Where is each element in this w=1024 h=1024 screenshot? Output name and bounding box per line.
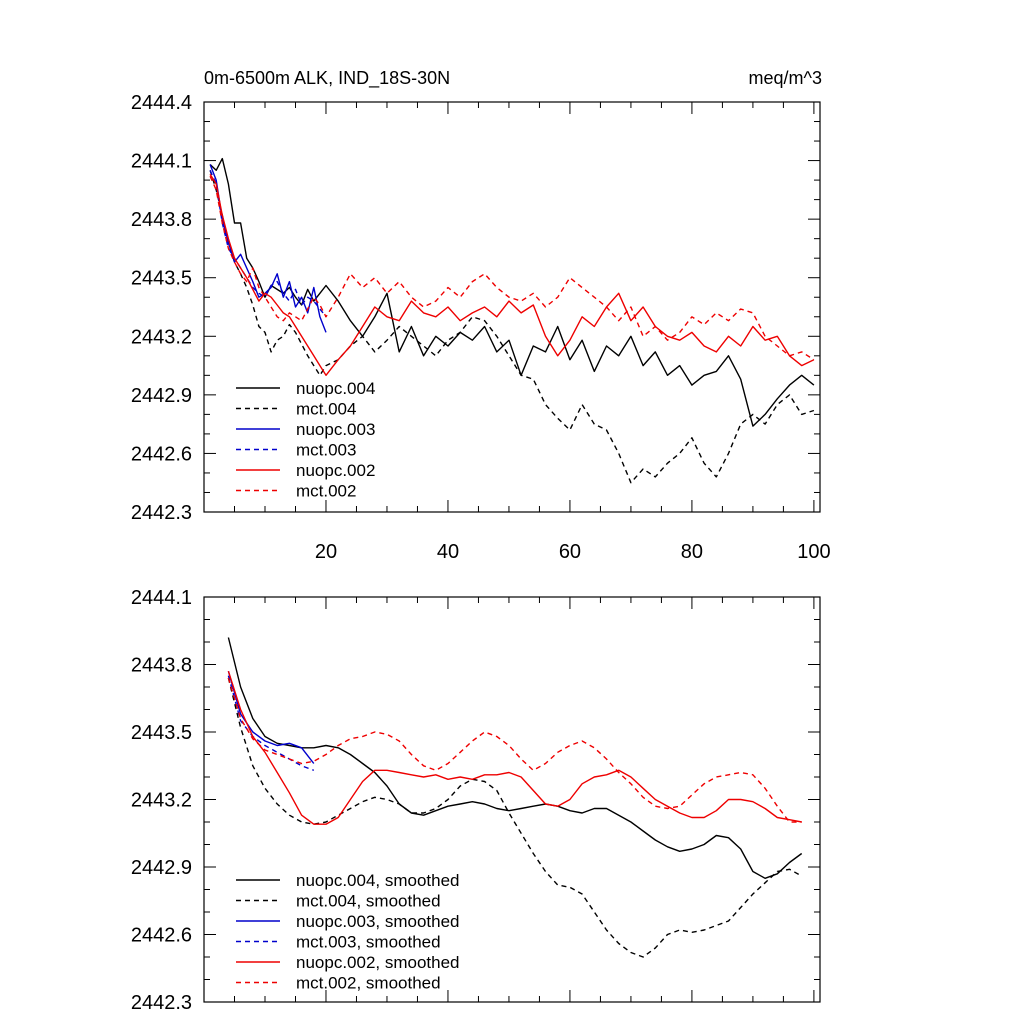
top-plot-frame — [203, 101, 821, 513]
y-tick-label: 2444.1 — [131, 151, 192, 173]
legend-label: nuopc.003, smoothed — [296, 912, 460, 931]
y-tick-label: 2443.5 — [131, 722, 192, 744]
legend-label: nuopc.004, smoothed — [296, 871, 460, 890]
y-tick-label: 2443.8 — [131, 655, 192, 677]
series-line-nuopc-002 — [209, 173, 815, 376]
top-y-tick-labels: 2442.3 2442.6 2442.9 2443.2 2443.5 2443.8 2444… — [131, 92, 192, 524]
y-tick-label: 2444.1 — [131, 587, 192, 609]
series-line-mct-002-smoothed — [227, 677, 802, 823]
bottom-ticks — [204, 596, 820, 1003]
top-panel-title: 0m-6500m ALK, IND_18S-30N — [204, 68, 450, 89]
series-line-nuopc-002-smoothed — [227, 670, 802, 825]
bottom-y-tick-labels: 2442.3 2442.6 2442.9 2443.2 2443.5 2443.8 2444… — [131, 587, 192, 1014]
legend-label: mct.004, smoothed — [296, 892, 441, 911]
top-series — [209, 157, 815, 484]
legend-label: mct.004 — [296, 400, 356, 419]
legend-label: nuopc.004 — [296, 379, 375, 398]
x-tick-label: 80 — [681, 541, 703, 563]
bottom-series — [227, 637, 803, 958]
y-tick-label: 2442.3 — [131, 992, 192, 1014]
series-line-mct-004-smoothed — [227, 677, 803, 958]
y-tick-label: 2442.6 — [131, 443, 192, 465]
y-tick-label: 2442.3 — [131, 502, 192, 524]
legend-label: mct.003, smoothed — [296, 933, 441, 952]
y-tick-label: 2443.5 — [131, 268, 192, 290]
series-line-nuopc-003-smoothed — [227, 671, 315, 764]
y-tick-label: 2443.2 — [131, 790, 192, 812]
series-line-nuopc-004-smoothed — [227, 637, 803, 879]
legend-label: mct.003 — [296, 441, 356, 460]
legend-label: mct.002 — [296, 482, 356, 501]
y-tick-label: 2444.4 — [131, 92, 192, 114]
top-ticks — [204, 101, 820, 513]
legend-label: nuopc.002, smoothed — [296, 953, 460, 972]
x-tick-label: 40 — [437, 541, 459, 563]
top-panel-units: meq/m^3 — [749, 68, 822, 88]
top-panel: 0m-6500m ALK, IND_18S-30N meq/m^3 2442.3… — [131, 68, 831, 563]
bottom-panel: 2442.3 2442.6 2442.9 2443.2 2443.5 2443.8 2444… — [131, 587, 821, 1014]
series-line-mct-003-smoothed — [227, 675, 315, 771]
y-tick-label: 2442.9 — [131, 857, 192, 879]
x-tick-label: 20 — [315, 541, 337, 563]
x-tick-label: 60 — [559, 541, 581, 563]
legend-label: nuopc.003 — [296, 420, 375, 439]
y-tick-label: 2443.2 — [131, 326, 192, 348]
legend-label: mct.002, smoothed — [296, 974, 441, 993]
top-x-tick-labels: 20 40 60 80 100 — [315, 541, 831, 563]
series-line-mct-002 — [209, 175, 815, 361]
x-tick-label: 100 — [797, 541, 830, 563]
y-tick-label: 2443.8 — [131, 209, 192, 231]
y-tick-label: 2442.6 — [131, 925, 192, 947]
legend-label: nuopc.002 — [296, 461, 375, 480]
y-tick-label: 2442.9 — [131, 385, 192, 407]
series-line-mct-004 — [209, 170, 815, 484]
